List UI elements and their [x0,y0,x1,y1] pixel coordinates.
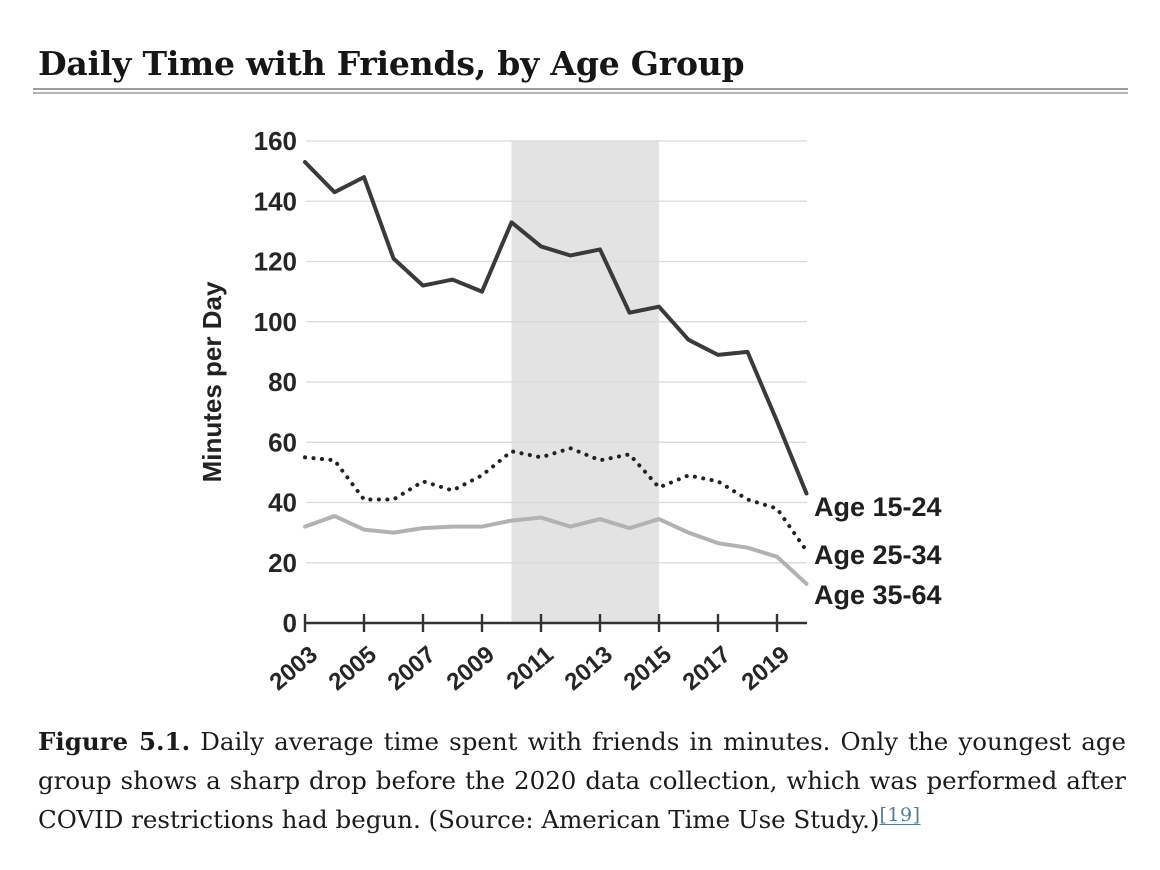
line-age-35-64 [303,514,809,586]
y-tick-label-60: 60 [268,427,297,457]
legend-label-age-15-24: Age 15-24 [814,492,942,522]
x-tick-label-2007: 2007 [383,641,441,696]
x-tick-label-2003: 2003 [265,641,323,696]
citation-link-19[interactable]: [19] [879,804,921,827]
x-tick-label-2009: 2009 [442,641,500,696]
figure-label: Figure 5.1. [38,727,191,756]
line-age-15-24 [303,160,809,496]
y-tick-label-20: 20 [268,548,297,578]
x-tick-label-2015: 2015 [619,641,677,696]
legend-label-age-35-64: Age 35-64 [814,580,942,610]
line-age-25-34 [303,446,809,553]
y-tick-label-80: 80 [268,367,297,397]
y-tick-label-140: 140 [254,186,297,216]
caption-text: Daily average time spent with friends in… [38,727,1127,835]
x-tick-label-2005: 2005 [324,641,382,696]
y-tick-label-40: 40 [268,488,297,518]
title-divider-rule [33,88,1128,94]
x-tick-label-2017: 2017 [678,641,736,696]
y-tick-label-160: 160 [254,126,297,156]
y-axis-title: Minutes per Day [197,281,227,482]
y-tick-label-120: 120 [254,247,297,277]
x-tick-label-2019: 2019 [737,641,795,696]
y-tick-label-100: 100 [254,307,297,337]
x-tick-label-2011: 2011 [502,641,559,695]
time-with-friends-chart: 0 20 40 60 80 100 120 140 160 Minutes per Day 2003… [197,126,942,696]
figure-caption: Figure 5.1. Daily average time spent wit… [38,722,1126,840]
x-tick-label-2013: 2013 [560,641,618,696]
legend-label-age-25-34: Age 25-34 [814,540,942,570]
page-title: Daily Time with Friends, by Age Group [38,44,745,84]
y-tick-label-0: 0 [283,608,297,638]
